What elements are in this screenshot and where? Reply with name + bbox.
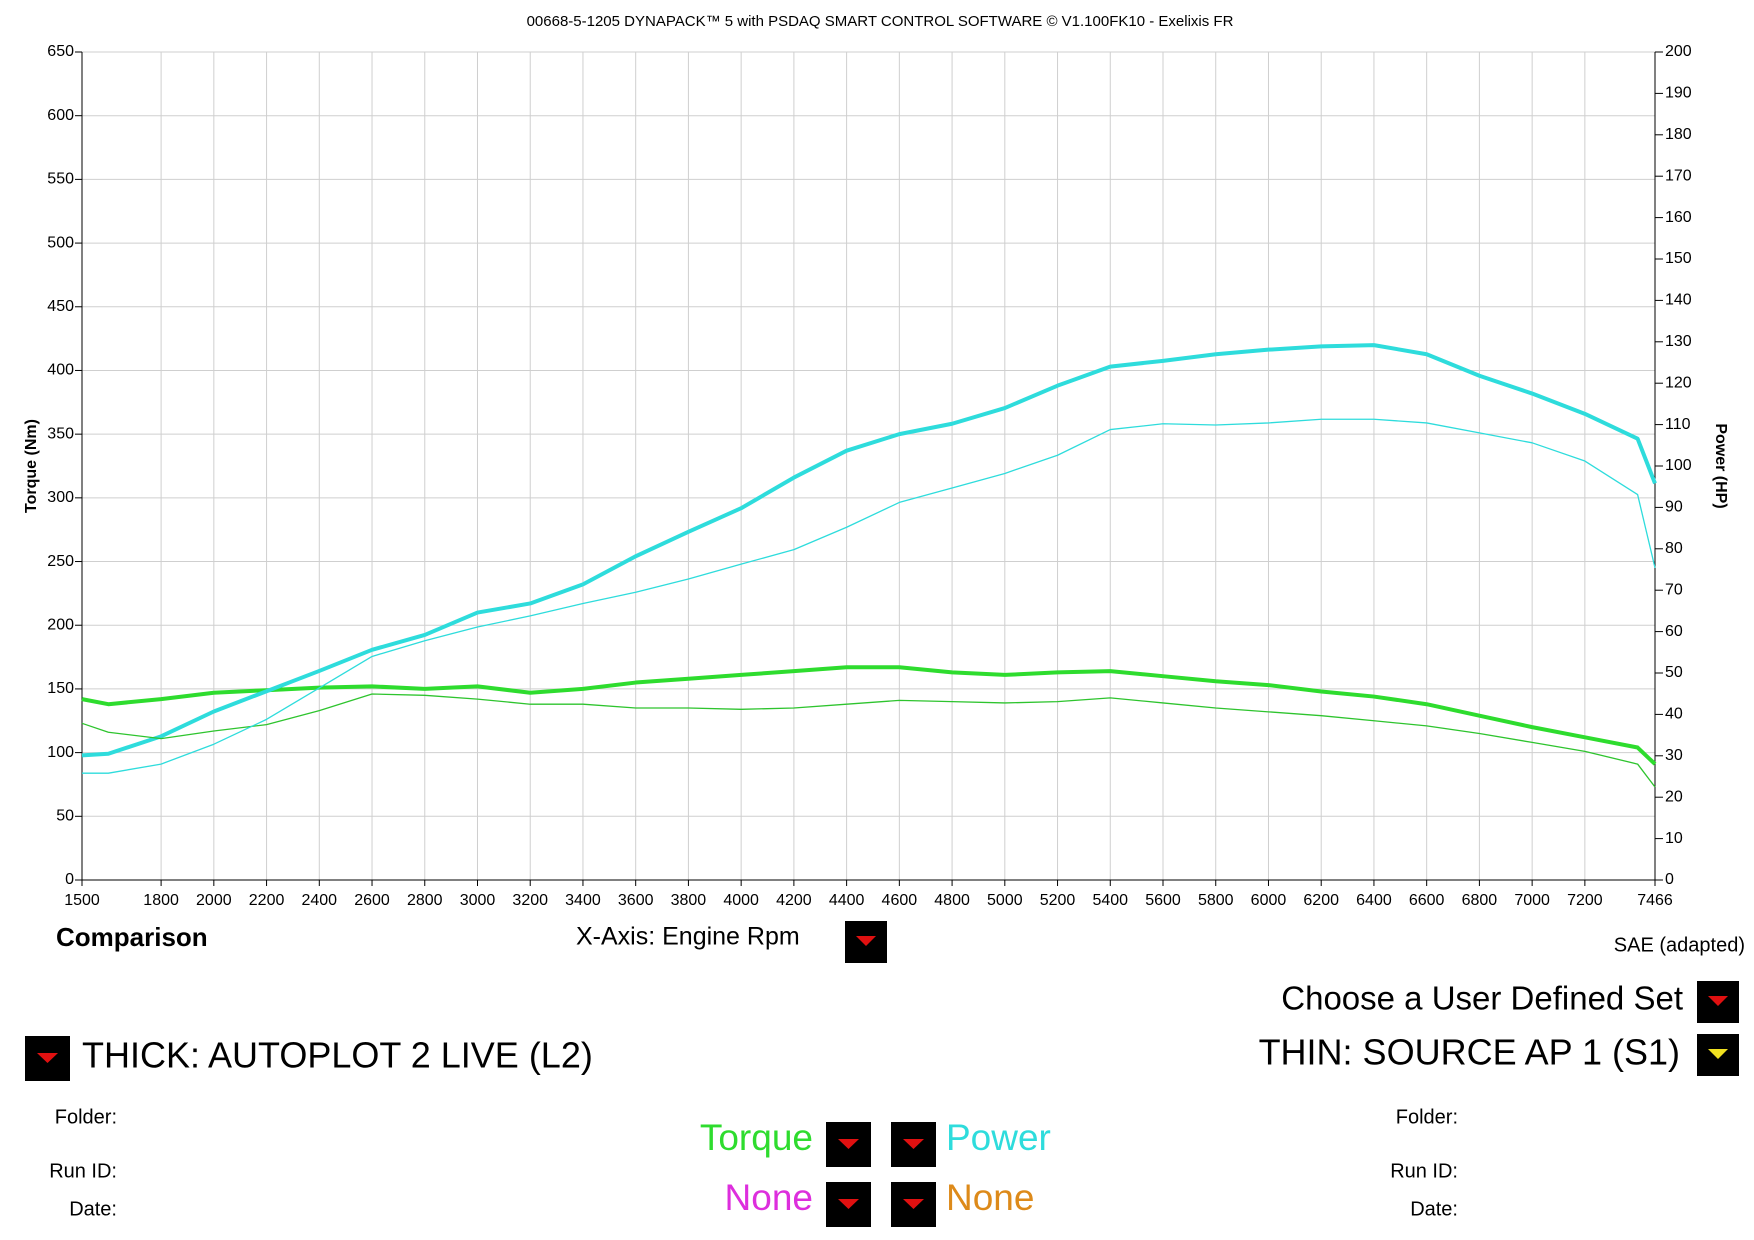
x-tick-label: 5200: [1040, 892, 1076, 909]
dropdown-button[interactable]: [891, 1122, 936, 1167]
x-tick-label: 4800: [934, 892, 970, 909]
data-line: [81, 665, 1657, 766]
y-tick-label: 350: [47, 425, 74, 442]
x-tick-label: 2400: [301, 892, 337, 909]
y2-tick-label: 10: [1665, 830, 1683, 847]
y2-tick-label: 80: [1665, 540, 1683, 557]
x-tick-label: 4200: [776, 892, 812, 909]
x-tick-label: 4000: [723, 892, 759, 909]
dropdown-button[interactable]: [826, 1122, 871, 1167]
y2-tick-label: 130: [1665, 333, 1692, 350]
folder-label: Folder:: [1396, 1106, 1458, 1128]
y-tick-label: 0: [65, 871, 74, 888]
x-tick-label: 6400: [1356, 892, 1392, 909]
channel-label: None: [725, 1177, 813, 1218]
y2-axis-label: Power (HP): [1712, 423, 1729, 508]
user-set-label: Choose a User Defined Set: [1281, 980, 1683, 1017]
y-tick-label: 650: [47, 43, 74, 60]
dropdown-button[interactable]: [1697, 1034, 1739, 1076]
dropdown-button[interactable]: [826, 1182, 871, 1227]
x-tick-label: 7466: [1637, 892, 1673, 909]
y-tick-label: 50: [56, 808, 74, 825]
folder-label: Folder:: [55, 1106, 117, 1128]
channel-label: Power: [946, 1117, 1051, 1158]
y-tick-label: 400: [47, 362, 74, 379]
x-tick-label: 7200: [1567, 892, 1603, 909]
date-label: Date:: [69, 1198, 117, 1220]
x-tick-label: 6600: [1409, 892, 1445, 909]
x-tick-label: 2200: [249, 892, 285, 909]
date-label: Date:: [1410, 1198, 1458, 1220]
y2-tick-label: 100: [1665, 457, 1692, 474]
x-tick-label: 5800: [1198, 892, 1234, 909]
x-tick-label: 6200: [1303, 892, 1339, 909]
y2-tick-label: 190: [1665, 85, 1692, 102]
channel-label: None: [946, 1177, 1034, 1218]
y2-tick-label: 50: [1665, 664, 1683, 681]
run-id-label: Run ID:: [49, 1160, 117, 1182]
dropdown-button[interactable]: [1697, 981, 1739, 1023]
dropdown-button[interactable]: [891, 1182, 936, 1227]
y2-tick-label: 60: [1665, 623, 1683, 640]
y2-tick-label: 90: [1665, 499, 1683, 516]
x-tick-label: 1800: [143, 892, 179, 909]
run-id-label: Run ID:: [1390, 1160, 1458, 1182]
y-tick-label: 100: [47, 744, 74, 761]
y2-tick-label: 20: [1665, 788, 1683, 805]
y2-tick-label: 0: [1665, 871, 1674, 888]
x-tick-label: 2000: [196, 892, 232, 909]
thick-run-label: THICK: AUTOPLOT 2 LIVE (L2): [82, 1035, 593, 1076]
standard-label: SAE (adapted): [1614, 934, 1745, 956]
y-tick-label: 200: [47, 616, 74, 633]
x-tick-label: 5400: [1092, 892, 1128, 909]
x-axis-selector-label: X-Axis: Engine Rpm: [576, 923, 800, 951]
chart-title: 00668-5-1205 DYNAPACK™ 5 with PSDAQ SMAR…: [527, 13, 1234, 30]
y2-tick-label: 140: [1665, 292, 1692, 309]
channel-label: Torque: [700, 1117, 813, 1158]
y-tick-label: 550: [47, 171, 74, 188]
y2-tick-label: 30: [1665, 747, 1683, 764]
data-line: [81, 343, 1657, 758]
x-tick-label: 5000: [987, 892, 1023, 909]
x-tick-label: 7000: [1514, 892, 1550, 909]
comparison-label: Comparison: [56, 922, 208, 952]
y2-tick-label: 200: [1665, 43, 1692, 60]
thin-run-label: THIN: SOURCE AP 1 (S1): [1259, 1032, 1680, 1073]
x-tick-label: 3800: [671, 892, 707, 909]
x-tick-label: 4600: [882, 892, 918, 909]
data-line: [82, 418, 1656, 774]
dropdown-button[interactable]: [25, 1036, 70, 1081]
y-tick-label: 150: [47, 680, 74, 697]
x-tick-label: 2800: [407, 892, 443, 909]
x-tick-label: 4400: [829, 892, 865, 909]
x-tick-label: 3000: [460, 892, 496, 909]
data-line: [81, 693, 1656, 788]
y2-tick-label: 40: [1665, 706, 1683, 723]
y2-tick-label: 150: [1665, 250, 1692, 267]
x-tick-label: 6800: [1462, 892, 1498, 909]
y-tick-label: 300: [47, 489, 74, 506]
y-axis-label: Torque (Nm): [23, 419, 40, 513]
x-tick-label: 6000: [1251, 892, 1287, 909]
dropdown-button[interactable]: [845, 921, 887, 963]
x-tick-label: 3600: [618, 892, 654, 909]
y2-tick-label: 70: [1665, 581, 1683, 598]
x-tick-label: 1500: [64, 892, 100, 909]
y-tick-label: 600: [47, 107, 74, 124]
y2-tick-label: 180: [1665, 126, 1692, 143]
y-tick-label: 450: [47, 298, 74, 315]
x-tick-label: 5600: [1145, 892, 1181, 909]
y2-tick-label: 110: [1665, 416, 1691, 433]
plot: 1500 1800 2000 2200 2400 2600 2800 3000 3200 3400…: [47, 43, 1692, 909]
x-tick-label: 3400: [565, 892, 601, 909]
y-tick-label: 500: [47, 234, 74, 251]
y-tick-label: 250: [47, 553, 74, 570]
x-tick-label: 2600: [354, 892, 390, 909]
x-tick-label: 3200: [512, 892, 548, 909]
y2-tick-label: 120: [1665, 374, 1692, 391]
y2-tick-label: 170: [1665, 167, 1692, 184]
y2-tick-label: 160: [1665, 209, 1692, 226]
